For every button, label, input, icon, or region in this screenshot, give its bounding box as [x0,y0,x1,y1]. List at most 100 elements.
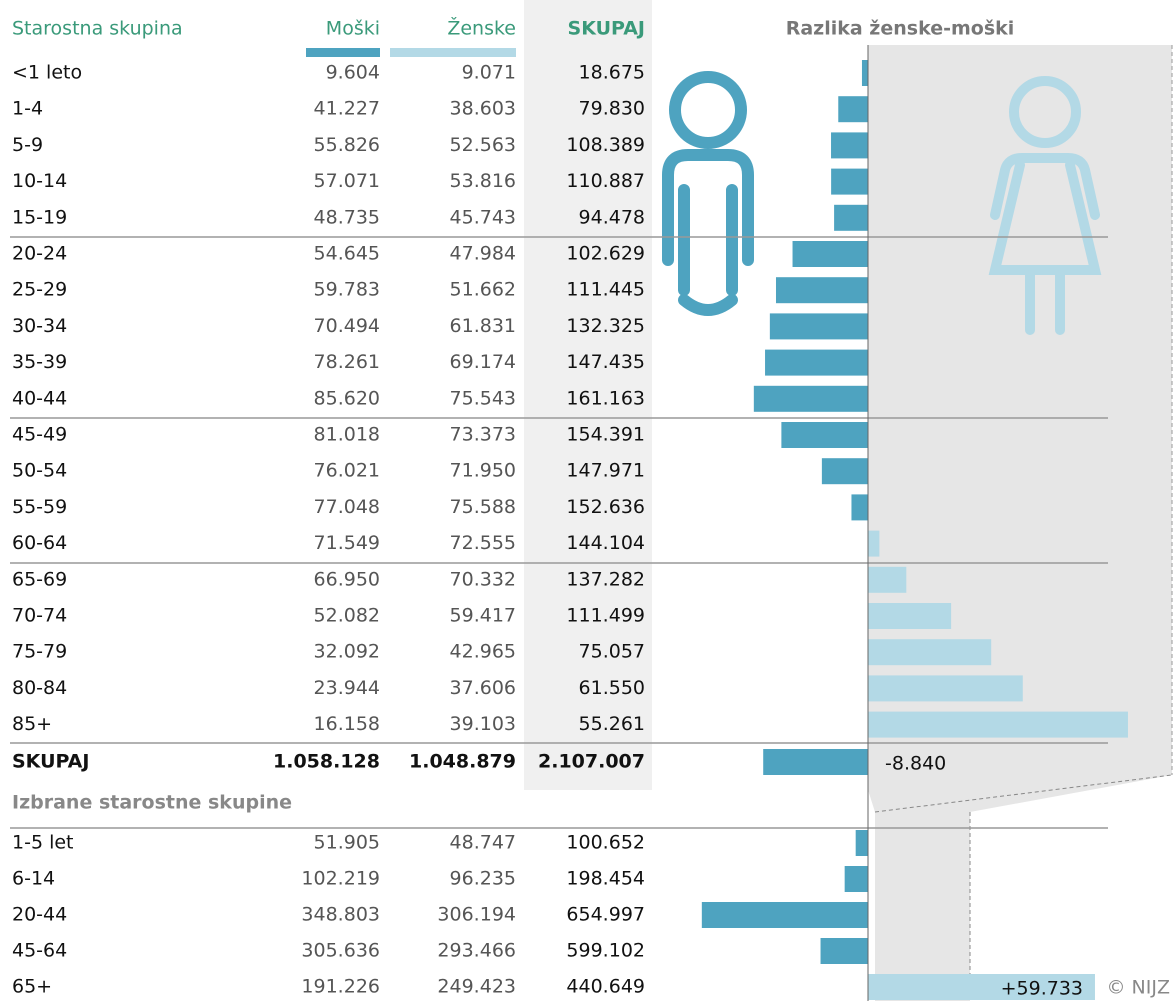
total-value: 144.104 [566,532,645,554]
diff-bar [765,349,868,376]
female-value: 59.417 [450,605,516,627]
female-value: 96.235 [450,868,516,890]
female-value: 61.831 [450,315,516,337]
diff-bar [844,866,868,892]
female-value: 1.048.879 [409,751,516,773]
total-value: 152.636 [566,496,645,518]
total-value: 198.454 [566,868,645,890]
diff-bar [753,385,868,412]
female-value: 51.662 [450,279,516,301]
age-group: 70-74 [12,605,67,627]
diff-label: -8.840 [885,753,946,775]
female-value: 37.606 [450,677,516,699]
male-value: 48.735 [314,206,380,228]
male-value: 66.950 [314,568,380,590]
diff-bar [861,60,868,86]
diff-bar [868,974,1095,1000]
age-group: 65+ [12,976,52,998]
age-group: 35-39 [12,351,67,373]
diff-bar [834,204,868,231]
female-value: 75.588 [450,496,516,518]
age-group: 45-64 [12,940,67,962]
total-value: 440.649 [566,976,645,998]
age-group: 85+ [12,713,52,735]
male-value: 348.803 [301,904,380,926]
female-value: 69.174 [450,351,516,373]
col-header: Starostna skupina [12,18,183,40]
dashed [874,774,1173,813]
total-value: 147.971 [566,460,645,482]
male-value: 191.226 [301,976,380,998]
male-value: 52.082 [314,605,380,627]
diff-bar [868,530,880,557]
diff-bar [701,902,868,928]
age-group: 6-14 [12,868,55,890]
female-value: 9.071 [462,62,516,84]
age-group: 5-9 [12,134,43,156]
female-value: 249.423 [437,976,516,998]
female-value: 70.332 [450,568,516,590]
male-value: 55.826 [314,134,380,156]
diff-bar [868,675,1023,702]
male-value: 16.158 [314,713,380,735]
total-value: 599.102 [566,940,645,962]
total-value: 100.652 [566,832,645,854]
total-value: 55.261 [579,713,645,735]
male-value: 76.021 [314,460,380,482]
age-group: 80-84 [12,677,67,699]
male-value: 102.219 [301,868,380,890]
total-value: 132.325 [566,315,645,337]
age-group: 65-69 [12,568,67,590]
total-value: 110.887 [566,170,645,192]
female-value: 52.563 [450,134,516,156]
age-group: 55-59 [12,496,67,518]
male-value: 1.058.128 [273,751,380,773]
male-value: 51.905 [314,832,380,854]
age-group: 45-49 [12,424,67,446]
female-value: 53.816 [450,170,516,192]
male-value: 77.048 [314,496,380,518]
total-value: 75.057 [579,641,645,663]
total-value: 137.282 [566,568,645,590]
female-value: 42.965 [450,641,516,663]
total-value: 18.675 [579,62,645,84]
age-group: 20-24 [12,243,67,265]
diff-bar [868,566,907,593]
man-icon [662,71,754,316]
total-value: 2.107.007 [538,751,645,773]
diff-bar [792,241,868,267]
age-group: 20-44 [12,904,67,926]
diff-bar [775,277,868,304]
total-value: 102.629 [566,243,645,265]
age-group: 50-54 [12,460,67,482]
female-value: 38.603 [450,98,516,120]
male-value: 32.092 [314,641,380,663]
total-value: 111.499 [566,605,645,627]
female-value: 39.103 [450,713,516,735]
diff-bar [851,494,868,521]
diff-bar [769,313,868,340]
col-header: Moški [326,18,380,40]
age-group: 60-64 [12,532,67,554]
female-value: 48.747 [450,832,516,854]
female-value: 73.373 [450,424,516,446]
age-group: 1-5 let [12,832,74,854]
male-value: 71.549 [314,532,380,554]
male-value: 41.227 [314,98,380,120]
diff-bar [820,938,868,964]
total-value: 79.830 [579,98,645,120]
diff-bar [868,639,992,666]
male-value: 59.783 [314,279,380,301]
total-value: 154.391 [566,424,645,446]
female-value: 47.984 [450,243,516,265]
diff-header: Razlika ženske-moški [786,18,1015,40]
age-group: <1 leto [12,62,82,84]
female-value: 72.555 [450,532,516,554]
total-column-bg [524,0,652,790]
diff-bar [763,749,868,775]
age-group: 1-4 [12,98,43,120]
age-group: 25-29 [12,279,67,301]
male-value: 57.071 [314,170,380,192]
age-group: 75-79 [12,641,67,663]
